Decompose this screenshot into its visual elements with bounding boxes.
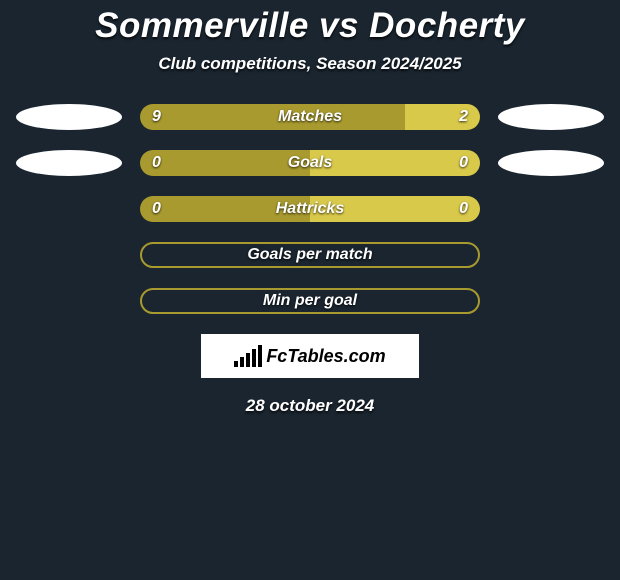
stat-label: Matches — [140, 104, 480, 130]
page-title: Sommerville vs Docherty — [0, 0, 620, 46]
branding-badge: FcTables.com — [201, 334, 419, 378]
bar-chart-icon-bar — [234, 361, 238, 367]
left-ellipse — [16, 150, 122, 176]
stat-row: 00Hattricks — [0, 196, 620, 222]
bar-chart-icon-bar — [246, 353, 250, 367]
stat-bar-hollow: Min per goal — [140, 288, 480, 314]
stat-label: Goals — [140, 150, 480, 176]
bar-chart-icon-bar — [252, 349, 256, 367]
stat-bar: 00Hattricks — [140, 196, 480, 222]
stats-container: 92Matches 00Goals 00Hattricks Goals per mat… — [0, 104, 620, 314]
date-text: 28 october 2024 — [0, 396, 620, 416]
stat-row: 92Matches — [0, 104, 620, 130]
bar-chart-icon-bar — [240, 357, 244, 367]
stat-label: Min per goal — [263, 292, 357, 310]
stat-row-hollow: Min per goal — [0, 288, 620, 314]
stat-bar-hollow: Goals per match — [140, 242, 480, 268]
right-ellipse — [498, 150, 604, 176]
stat-row-hollow: Goals per match — [0, 242, 620, 268]
left-ellipse — [16, 104, 122, 130]
subtitle: Club competitions, Season 2024/2025 — [0, 54, 620, 74]
stat-label: Goals per match — [247, 246, 372, 264]
right-ellipse — [498, 104, 604, 130]
stat-bar: 92Matches — [140, 104, 480, 130]
stat-row: 00Goals — [0, 150, 620, 176]
stat-label: Hattricks — [140, 196, 480, 222]
bar-chart-icon-bar — [258, 345, 262, 367]
bar-chart-icon — [234, 345, 262, 367]
stat-bar: 00Goals — [140, 150, 480, 176]
branding-text: FcTables.com — [266, 346, 385, 367]
